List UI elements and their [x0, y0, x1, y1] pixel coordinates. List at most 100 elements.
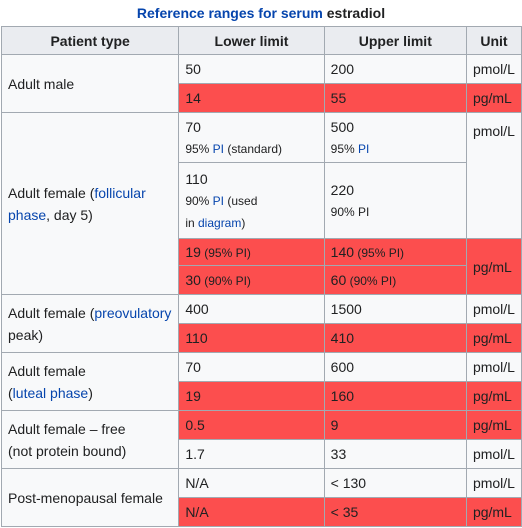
value: 19 [185, 244, 201, 260]
value: 500 [330, 118, 355, 135]
value: 220 [330, 181, 355, 198]
upper-limit-cell: 500 95% PI [323, 112, 467, 163]
table-row: 19 (95% PI) 140 (95% PI) pg/mL [2, 238, 522, 295]
pi-link[interactable]: PI [212, 141, 225, 156]
lower-limit-cell: 0.5 [178, 410, 325, 440]
lower-limit-cell: 400 [178, 294, 325, 324]
upper-limit-cell: 220 90% PI [323, 162, 467, 239]
header-row: Patient type Lower limit Upper limit Uni… [0, 26, 522, 55]
table-row: Adult female – free (not protein bound) 0… [0, 410, 522, 469]
header-patient-type: Patient type [0, 26, 180, 55]
upper-limit-cell: < 35 [323, 497, 467, 527]
value: 60 [330, 272, 347, 288]
label-text: ( [8, 384, 13, 401]
table-row: 1.7 33 pmol/L [2, 439, 522, 469]
note: 90% PI [330, 204, 370, 219]
luteal-phase-link[interactable]: luteal phase [12, 384, 89, 401]
preovulatory-link[interactable]: preovulatory [94, 304, 172, 321]
table-row: Post-menopausal female N/A < 130 pmol/L [0, 468, 522, 527]
patient-type-adult-male: Adult male [0, 54, 180, 113]
lower-limit-cell: N/A [178, 468, 325, 498]
table-caption: Reference ranges for serum estradiol [0, 0, 522, 26]
note-text: in [185, 215, 198, 230]
note-text: ) [241, 215, 246, 230]
table-row: 110 410 pg/mL [2, 323, 522, 353]
label-text: , day 5) [46, 206, 93, 223]
patient-type-adult-female-free: Adult female – free (not protein bound) [0, 410, 180, 469]
unit-cell: pg/mL [465, 83, 522, 113]
upper-limit-cell: 600 [323, 352, 467, 382]
value: 30 [185, 272, 201, 288]
diagram-link[interactable]: diagram [198, 215, 242, 230]
unit-cell: pmol/L [465, 439, 522, 469]
lower-limit-cell: 19 (95% PI) [178, 238, 325, 266]
lower-limit-cell: 110 90% PI (used in diagram) [178, 162, 325, 239]
label-text: peak) [8, 326, 44, 343]
lower-limit-cell: 30 (90% PI) [178, 265, 325, 295]
patient-type-adult-female-luteal: Adult female (luteal phase) [0, 352, 180, 411]
table-row: N/A < 35 pg/mL [2, 497, 522, 527]
label-text: Adult female ( [8, 304, 95, 321]
table-row: 14 55 pg/mL [2, 83, 522, 113]
label-text: ) [88, 384, 93, 401]
note-text: 95% [330, 141, 359, 156]
patient-type-adult-female-preovulatory: Adult female (preovulatory peak) [0, 294, 180, 353]
label-text: Adult female ( [8, 184, 95, 201]
unit-cell: pmol/L [465, 54, 522, 84]
upper-limit-cell: 9 [323, 410, 467, 440]
note-text: (standard) [224, 141, 283, 156]
unit-cell: pg/mL [465, 497, 522, 527]
unit-cell: pmol/L [465, 468, 522, 498]
unit-cell: pg/mL [465, 381, 522, 411]
note-text: (used [224, 193, 258, 208]
note: 95% PI (standard) [185, 138, 317, 160]
patient-type-postmenopausal: Post-menopausal female [0, 468, 180, 527]
lower-limit-cell: 70 [178, 352, 325, 382]
note: (90% PI) [346, 274, 397, 288]
note: 95% PI [331, 138, 460, 160]
header-unit: Unit [465, 26, 522, 55]
upper-limit-cell: 160 [323, 381, 467, 411]
value: 110 [185, 170, 208, 187]
value: 140 [330, 244, 355, 260]
note: in diagram) [185, 212, 317, 234]
lower-limit-cell: 1.7 [178, 439, 325, 469]
table-row: Adult female (follicular phase, day 5) 7… [0, 112, 522, 295]
upper-limit-cell: < 130 [323, 468, 467, 498]
upper-limit-cell: 60 (90% PI) [323, 265, 467, 295]
header-upper-limit: Upper limit [323, 26, 467, 55]
unit-cell: pmol/L [465, 294, 522, 324]
lower-limit-cell: 14 [178, 83, 325, 113]
follicular-phase-link[interactable]: follicular phase [8, 184, 146, 223]
note: (95% PI) [200, 246, 251, 260]
upper-limit-cell: 1500 [323, 294, 467, 324]
unit-cell: pg/mL [465, 238, 522, 295]
header-lower-limit: Lower limit [178, 26, 325, 55]
pi-link[interactable]: PI [358, 141, 370, 156]
lower-limit-cell: 70 95% PI (standard) [178, 112, 325, 163]
table-row: 110 90% PI (used in diagram) 220 90% PI [2, 162, 522, 239]
unit-cell: pg/mL [465, 323, 522, 353]
lower-limit-cell: 50 [178, 54, 325, 84]
note: 90% PI (used [185, 190, 317, 212]
upper-limit-cell: 200 [323, 54, 467, 84]
table-row: Adult female (preovulatory peak) 400 1500… [0, 294, 522, 353]
upper-limit-cell: 55 [323, 83, 467, 113]
lower-limit-cell: 110 [178, 323, 325, 353]
note: (90% PI) [200, 274, 251, 288]
label-text: Adult female [8, 362, 86, 379]
upper-limit-cell: 140 (95% PI) [323, 238, 467, 266]
reference-ranges-table: Patient type Lower limit Upper limit Uni… [0, 26, 522, 527]
note: (95% PI) [354, 246, 405, 260]
caption-link[interactable]: Reference ranges for serum [136, 5, 323, 21]
unit-cell: pmol/L [465, 112, 522, 239]
lower-limit-cell: N/A [178, 497, 325, 527]
value: 70 [185, 118, 201, 135]
label-text: (not protein bound) [8, 442, 127, 459]
unit-cell: pmol/L [465, 352, 522, 382]
caption-text: estradiol [322, 5, 386, 21]
table-row: 30 (90% PI) 60 (90% PI) [2, 265, 522, 295]
note-text: 90% [185, 193, 213, 208]
pi-link[interactable]: PI [212, 193, 225, 208]
unit-cell: pg/mL [465, 410, 522, 440]
